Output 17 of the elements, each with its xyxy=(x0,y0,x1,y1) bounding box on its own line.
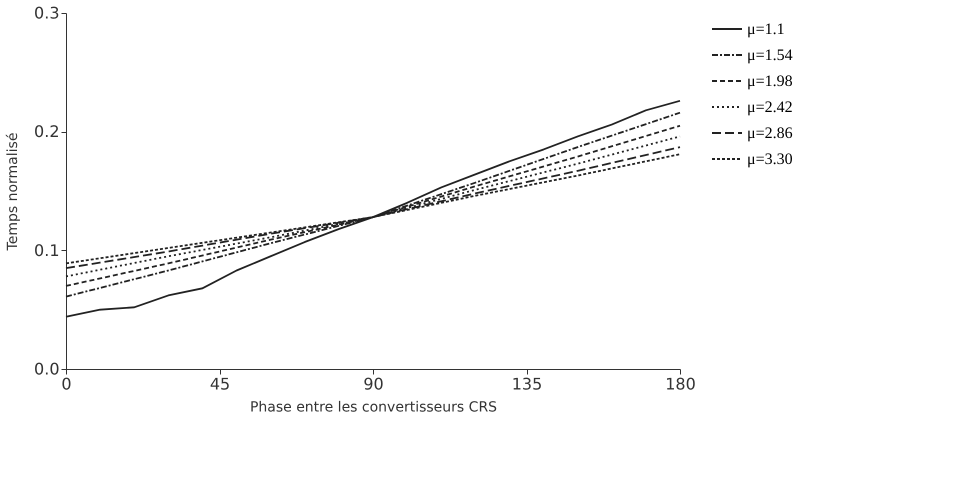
legend-label: μ=2.42 xyxy=(747,99,793,116)
legend-label: μ=3.30 xyxy=(747,151,793,168)
y-tick-label: 0.3 xyxy=(34,4,60,22)
y-axis-title: Temps normalisé xyxy=(5,132,22,252)
x-axis-title: Phase entre les convertisseurs CRS xyxy=(250,400,498,416)
x-tick-label: 0 xyxy=(61,374,72,394)
x-tick-label: 180 xyxy=(665,374,696,394)
y-tick-label: 0.2 xyxy=(34,122,60,142)
x-tick-label: 45 xyxy=(210,374,230,394)
y-tick-label: 0.0 xyxy=(34,360,60,378)
legend-label: μ=2.86 xyxy=(747,125,793,142)
legend-label: μ=1.98 xyxy=(747,73,793,90)
x-tick-label: 90 xyxy=(363,374,384,394)
y-tick-label: 0.1 xyxy=(34,240,60,260)
x-tick-label: 135 xyxy=(512,374,542,394)
legend-label: μ=1.54 xyxy=(747,47,793,64)
legend-label: μ=1.1 xyxy=(747,21,785,38)
